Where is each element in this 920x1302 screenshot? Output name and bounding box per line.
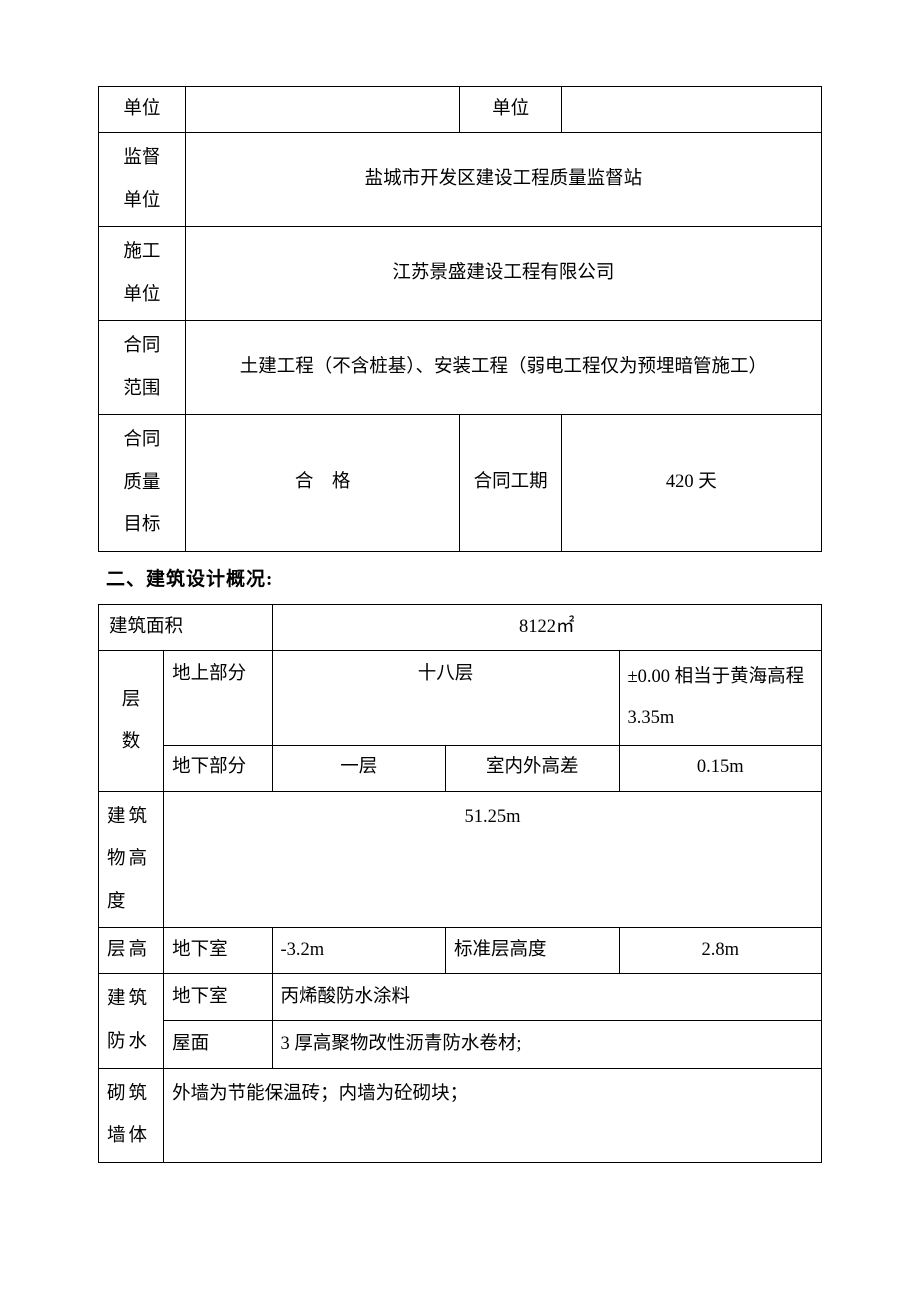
- cell-label: 合同 质量 目标: [99, 415, 186, 552]
- table-row: 屋面 3 厚高聚物改性沥青防水卷材;: [99, 1021, 822, 1068]
- cell-label: 单位: [99, 87, 186, 133]
- cell-value: 地下室: [164, 928, 272, 974]
- cell-label: 建筑 防水: [99, 974, 164, 1068]
- cell-value: 十八层: [272, 651, 619, 745]
- table-row: 建筑面积 8122㎡: [99, 605, 822, 651]
- cell-label: 砌筑 墙体: [99, 1068, 164, 1162]
- cell-label: 室内外高差: [446, 745, 620, 791]
- table-row: 砌筑 墙体 外墙为节能保温砖；内墙为砼砌块；: [99, 1068, 822, 1162]
- table-row: 建筑 物高 度 51.25m: [99, 791, 822, 928]
- cell-value: 0.15m: [619, 745, 821, 791]
- design-overview-table: 建筑面积 8122㎡ 层 数 地上部分 十八层 ±0.00 相当于黄海高程 3.…: [98, 604, 822, 1162]
- cell-value: 江苏景盛建设工程有限公司: [185, 227, 821, 321]
- cell-value: 一层: [272, 745, 446, 791]
- cell-label: 层 数: [99, 651, 164, 791]
- cell-value: 3 厚高聚物改性沥青防水卷材;: [272, 1021, 822, 1068]
- cell-value: [185, 87, 460, 133]
- cell-label: 合同工期: [460, 415, 561, 552]
- cell-label: 地上部分: [164, 651, 272, 745]
- cell-label: 单位: [460, 87, 561, 133]
- table-row: 合同 范围 土建工程（不含桩基）、安装工程（弱电工程仅为预埋暗管施工）: [99, 321, 822, 415]
- cell-label: 监督 单位: [99, 133, 186, 227]
- cell-value: 合 格: [185, 415, 460, 552]
- cell-label: 地下部分: [164, 745, 272, 791]
- cell-label: 地下室: [164, 974, 272, 1021]
- cell-value: 8122㎡: [272, 605, 822, 651]
- cell-label: 标准层高度: [446, 928, 620, 974]
- table-row: 层 数 地上部分 十八层 ±0.00 相当于黄海高程 3.35m: [99, 651, 822, 745]
- cell-value: 土建工程（不含桩基）、安装工程（弱电工程仅为预埋暗管施工）: [185, 321, 821, 415]
- cell-label: 层高: [99, 928, 164, 974]
- table-row: 合同 质量 目标 合 格 合同工期 420 天: [99, 415, 822, 552]
- cell-value: 51.25m: [164, 791, 822, 928]
- table-row: 施工 单位 江苏景盛建设工程有限公司: [99, 227, 822, 321]
- cell-value: -3.2m: [272, 928, 446, 974]
- cell-label: 施工 单位: [99, 227, 186, 321]
- cell-label: 建筑 物高 度: [99, 791, 164, 928]
- cell-value: 外墙为节能保温砖；内墙为砼砌块；: [164, 1068, 822, 1162]
- cell-value: 420 天: [561, 415, 821, 552]
- table-row: 建筑 防水 地下室 丙烯酸防水涂料: [99, 974, 822, 1021]
- table-row: 层高 地下室 -3.2m 标准层高度 2.8m: [99, 928, 822, 974]
- section-heading-design-overview: 二、建筑设计概况:: [106, 566, 822, 595]
- project-info-table: 单位 单位 监督 单位 盐城市开发区建设工程质量监督站 施工 单位 江苏景盛建设…: [98, 86, 822, 552]
- cell-value: ±0.00 相当于黄海高程 3.35m: [619, 651, 821, 745]
- cell-label: 屋面: [164, 1021, 272, 1068]
- cell-value: 盐城市开发区建设工程质量监督站: [185, 133, 821, 227]
- table-row: 监督 单位 盐城市开发区建设工程质量监督站: [99, 133, 822, 227]
- cell-value: [561, 87, 821, 133]
- cell-label: 合同 范围: [99, 321, 186, 415]
- cell-value: 丙烯酸防水涂料: [272, 974, 822, 1021]
- cell-value: 2.8m: [619, 928, 821, 974]
- table-row: 单位 单位: [99, 87, 822, 133]
- table-row: 地下部分 一层 室内外高差 0.15m: [99, 745, 822, 791]
- cell-label: 建筑面积: [99, 605, 273, 651]
